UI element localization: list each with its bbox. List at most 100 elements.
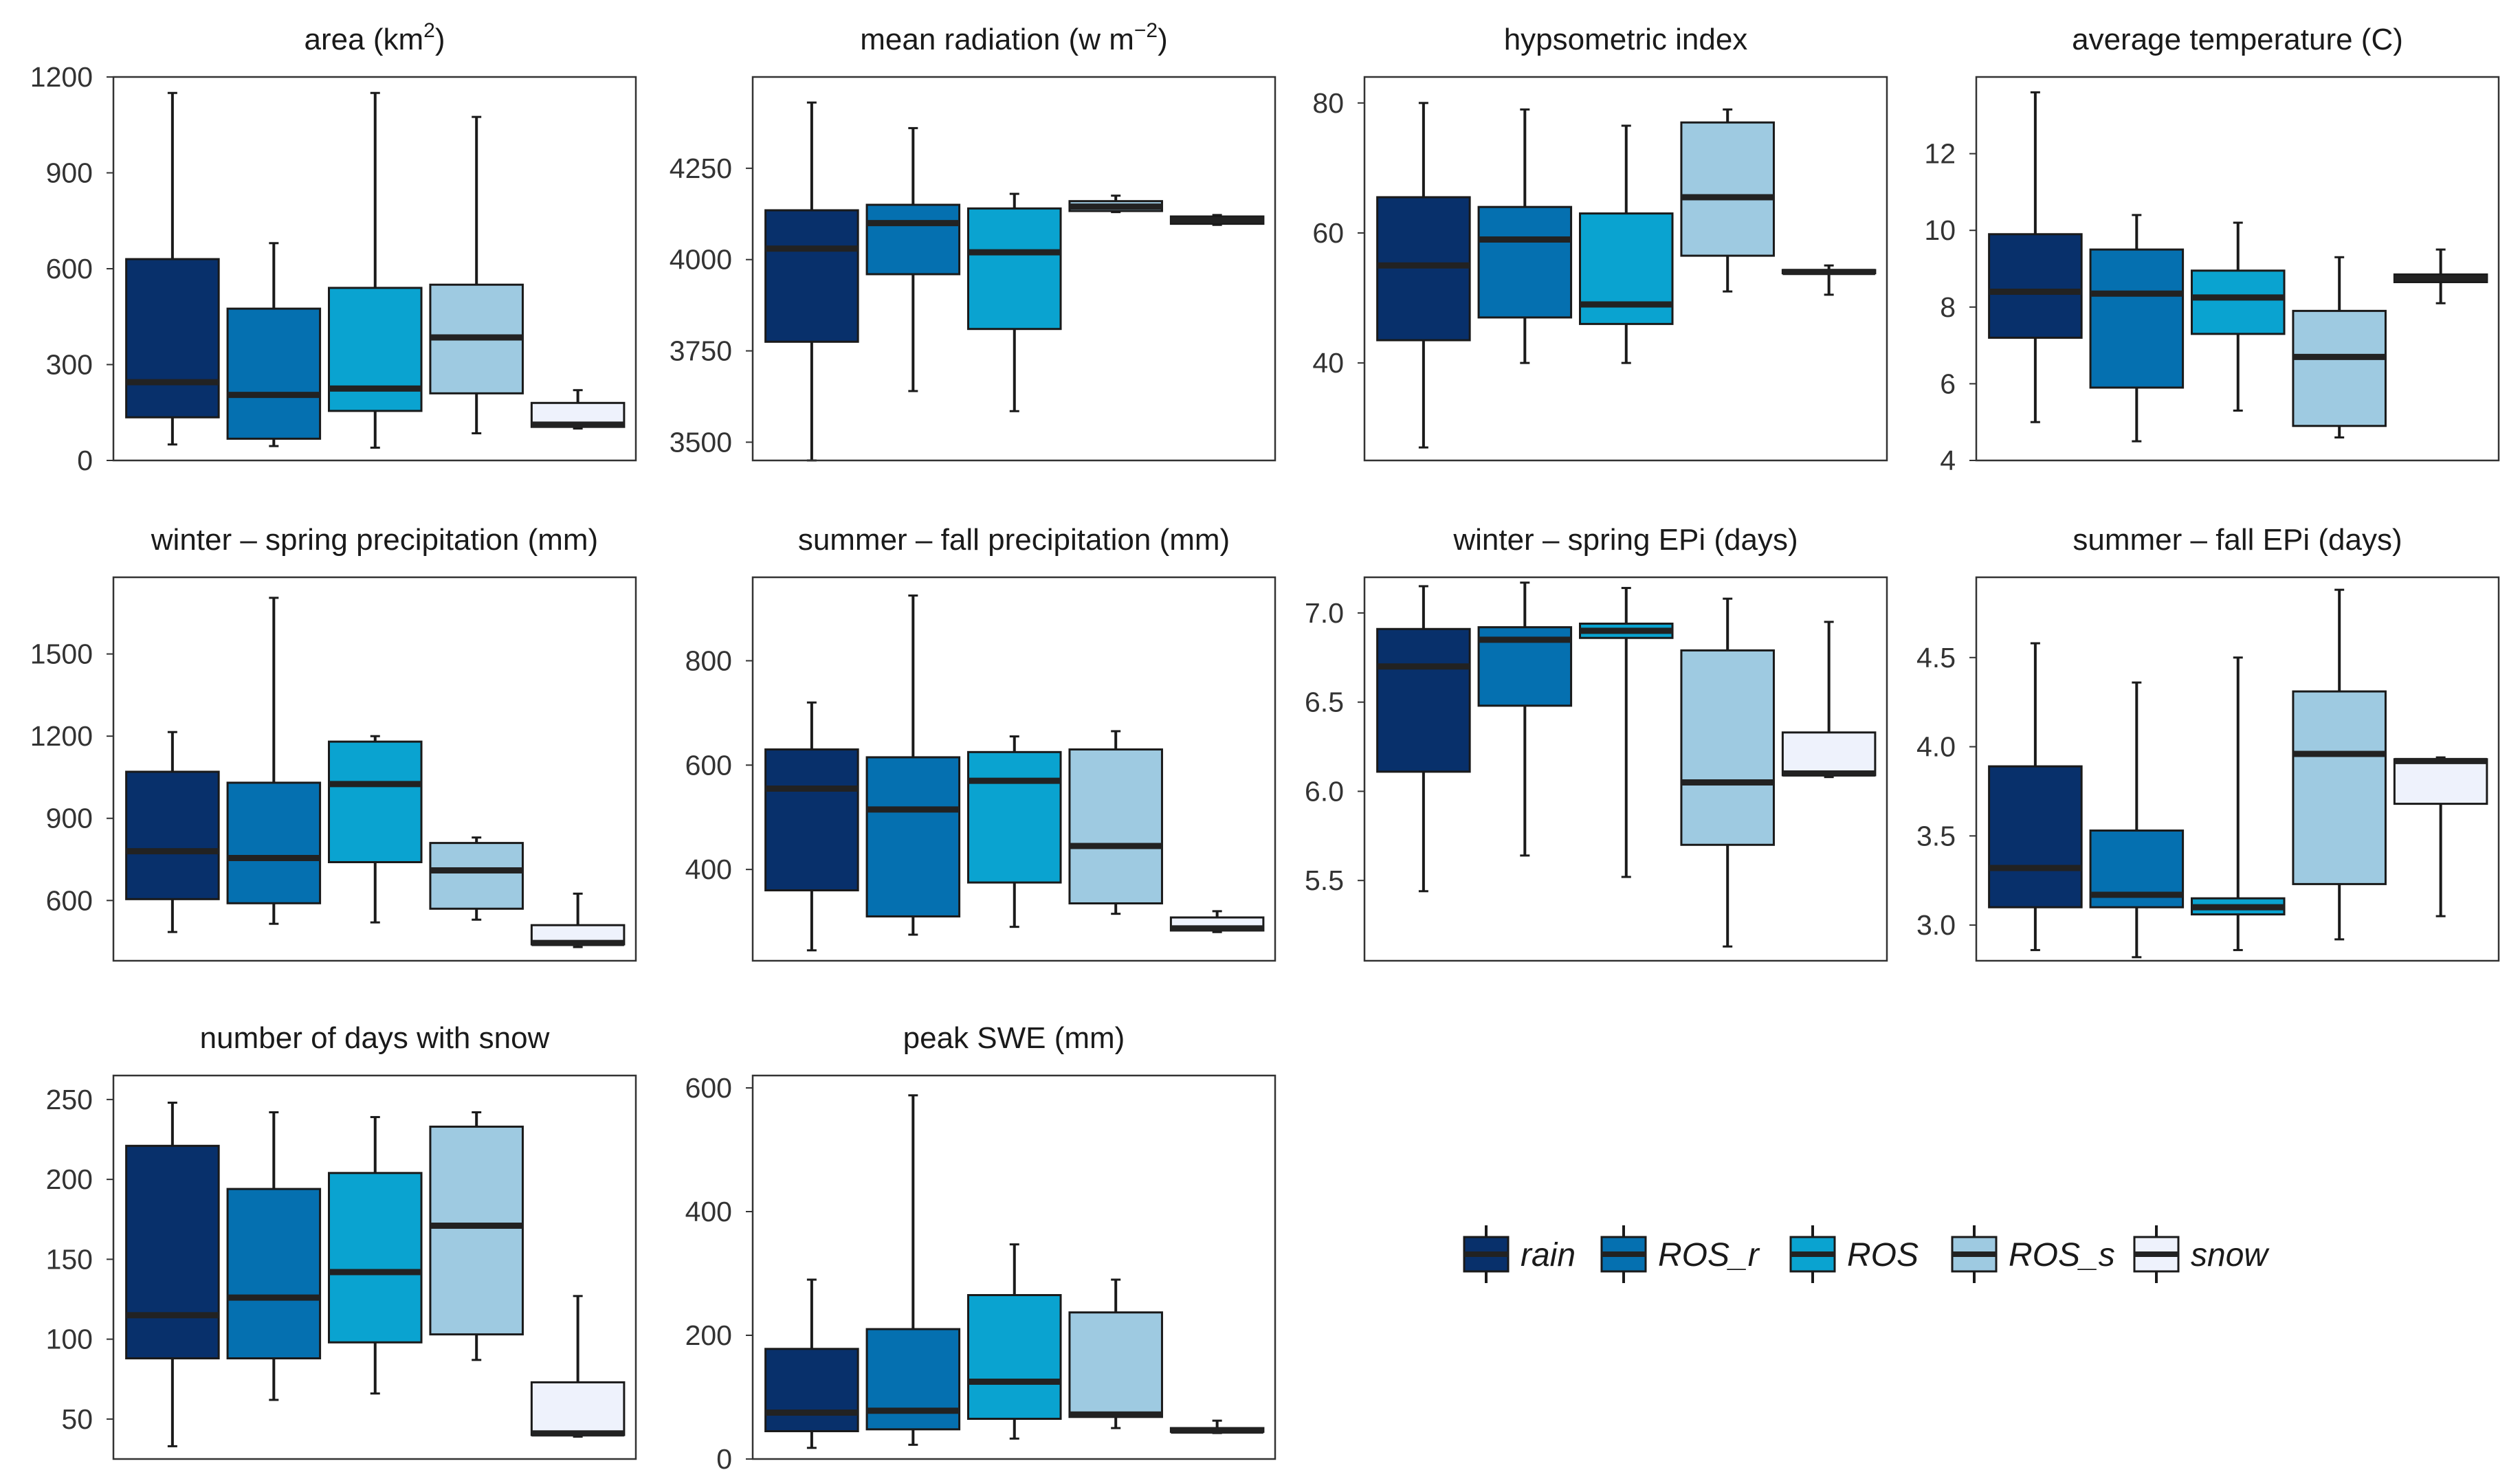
y-tick-label: 200	[685, 1319, 732, 1351]
box-snow	[530, 892, 626, 948]
y-tick-label: 250	[46, 1084, 93, 1115]
panel-title: peak SWE (mm)	[903, 1021, 1125, 1055]
y-tick-label: 50	[61, 1403, 93, 1435]
box-ROS_s	[1068, 1278, 1163, 1429]
box-ROS	[967, 192, 1062, 412]
box-snow	[1169, 910, 1265, 933]
legend-item-snow: snow	[2133, 1225, 2270, 1283]
box-ROS_r	[226, 1111, 322, 1401]
y-tick-label: 7.0	[1305, 597, 1344, 629]
legend-label: rain	[1521, 1237, 1576, 1273]
y-tick-label: 8	[1940, 291, 1956, 323]
y-tick-label: 600	[685, 1072, 732, 1104]
panel-frame	[1363, 76, 1888, 462]
panel-title: winter – spring precipitation (mm)	[151, 523, 598, 557]
box-rain	[1988, 642, 2083, 951]
panel-9: peak SWE (mm) 0 200 400 600	[685, 1021, 1276, 1475]
box-iqr	[2393, 758, 2488, 805]
box-ROS	[1579, 587, 1674, 878]
panel-title-sup: −2	[1134, 19, 1158, 42]
box-iqr	[764, 1348, 859, 1433]
y-tick-label: 5.5	[1305, 865, 1344, 896]
box-ROS_r	[865, 594, 961, 936]
y-tick-label: 1200	[30, 61, 93, 93]
panel-1: mean radiation (w m−2) 3500 3750 4000 4250	[670, 19, 1276, 462]
box-ROS_r	[865, 1094, 961, 1446]
box-iqr	[328, 1172, 423, 1344]
box-iqr	[328, 287, 423, 412]
box-iqr	[1068, 748, 1163, 904]
box-iqr	[967, 750, 1062, 884]
box-ROS_s	[1680, 597, 1775, 948]
y-tick-label: 80	[1312, 87, 1344, 119]
y-tick-label: 3500	[670, 426, 732, 458]
panel-frame	[751, 76, 1276, 462]
box-ROS	[2191, 656, 2286, 951]
box-rain	[764, 101, 859, 462]
y-tick-label: 1500	[30, 638, 93, 670]
panel-frame	[1975, 76, 2500, 462]
panel-title-main: mean radiation (w m	[860, 23, 1134, 56]
legend-label: ROS	[1847, 1237, 1919, 1273]
panel-8: number of days with snow 50 100 150 200 250	[46, 1021, 637, 1460]
y-tick-label: 3.5	[1916, 820, 1956, 851]
panel-2: hypsometric index 40 60 80	[1312, 23, 1888, 462]
y-tick-label: 900	[46, 803, 93, 834]
box-ROS	[967, 1243, 1062, 1440]
y-tick-label: 400	[685, 854, 732, 885]
panel-title-main: area (km	[305, 23, 424, 56]
y-tick-label: 0	[77, 445, 93, 476]
panel-3: average temperature (C) 4 6 8 10 12	[1924, 23, 2500, 476]
panel-title: summer – fall precipitation (mm)	[798, 523, 1230, 557]
y-tick-label: 12	[1924, 138, 1956, 170]
y-tick-label: 6	[1940, 368, 1956, 399]
box-snow	[530, 389, 626, 430]
panel-title: average temperature (C)	[2072, 23, 2403, 56]
panel-frame	[112, 76, 637, 462]
box-iqr	[1680, 121, 1775, 257]
box-ROS_s	[2292, 588, 2387, 941]
box-ROS_r	[2089, 681, 2185, 959]
panel-title: mean radiation (w m−2)	[860, 19, 1167, 56]
y-tick-label: 200	[46, 1163, 93, 1195]
y-tick-label: 6.5	[1305, 687, 1344, 718]
box-ROS	[1579, 124, 1674, 364]
box-ROS_s	[429, 836, 524, 921]
box-iqr	[764, 748, 859, 892]
y-tick-label: 4250	[670, 153, 732, 184]
box-iqr	[429, 842, 524, 910]
panel-title-main: winter – spring EPi (days)	[1452, 523, 1798, 557]
box-ROS_s	[1068, 730, 1163, 915]
panel-title-main: summer – fall EPi (days)	[2073, 523, 2402, 557]
box-iqr	[328, 740, 423, 864]
legend-label: ROS_r	[1658, 1237, 1760, 1273]
box-iqr	[1680, 649, 1775, 846]
y-tick-label: 600	[685, 749, 732, 781]
y-tick-label: 900	[46, 157, 93, 189]
box-iqr	[2191, 269, 2286, 335]
box-ROS	[328, 1115, 423, 1395]
panel-frame	[1975, 576, 2500, 962]
box-iqr	[125, 258, 220, 419]
panel-title: number of days with snow	[200, 1021, 550, 1055]
box-iqr	[967, 1294, 1062, 1420]
box-rain	[764, 1278, 859, 1449]
box-iqr	[2089, 248, 2185, 389]
box-snow	[2393, 248, 2488, 304]
panel-title-main: hypsometric index	[1504, 23, 1748, 56]
legend-label: ROS_s	[2009, 1237, 2115, 1273]
panel-4: winter – spring precipitation (mm) 600 900…	[30, 523, 637, 962]
box-iqr	[967, 207, 1062, 331]
box-iqr	[764, 209, 859, 343]
y-tick-label: 800	[685, 645, 732, 676]
box-ROS	[967, 735, 1062, 928]
y-tick-label: 600	[46, 884, 93, 916]
y-tick-label: 40	[1312, 347, 1344, 379]
box-iqr	[429, 1125, 524, 1336]
panel-title: hypsometric index	[1504, 23, 1748, 56]
y-tick-label: 6.0	[1305, 775, 1344, 807]
box-ROS_s	[1680, 108, 1775, 293]
panel-7: summer – fall EPi (days) 3.0 3.5 4.0 4.5	[1916, 523, 2500, 962]
y-tick-label: 0	[716, 1443, 732, 1475]
legend-label: snow	[2191, 1237, 2270, 1273]
